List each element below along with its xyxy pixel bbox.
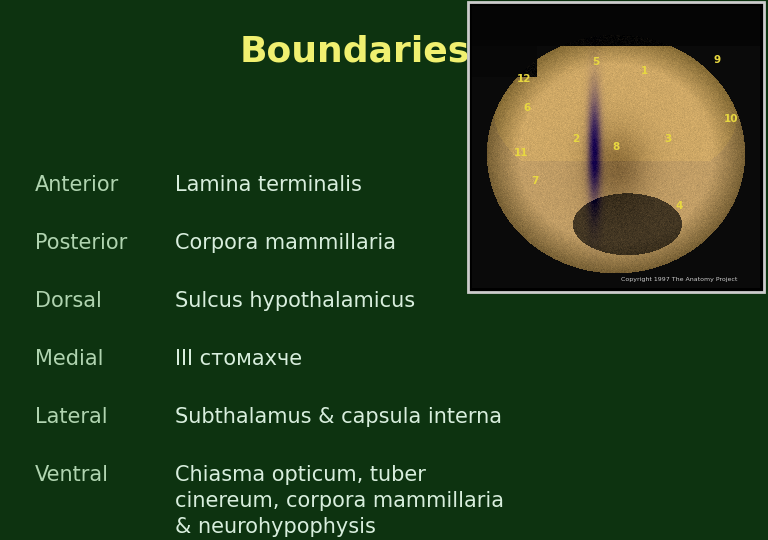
Text: III стомахче: III стомахче (175, 349, 302, 369)
Text: Medial: Medial (35, 349, 104, 369)
Text: Lateral: Lateral (35, 407, 108, 427)
Text: Sulcus hypothalamicus: Sulcus hypothalamicus (175, 291, 415, 311)
Text: 1: 1 (641, 66, 648, 76)
Text: 8: 8 (612, 142, 620, 152)
Text: 9: 9 (713, 55, 720, 65)
Text: 4: 4 (676, 201, 683, 211)
Text: 12: 12 (517, 75, 531, 84)
Text: 11: 11 (514, 147, 528, 158)
Text: Corpora mammillaria: Corpora mammillaria (175, 233, 396, 253)
Text: Chiasma opticum, tuber: Chiasma opticum, tuber (175, 465, 426, 485)
Text: Lamina terminalis: Lamina terminalis (175, 175, 362, 195)
Bar (468, 2, 764, 292)
Text: Subthalamus & capsula interna: Subthalamus & capsula interna (175, 407, 502, 427)
Text: Dorsal: Dorsal (35, 291, 102, 311)
Text: 5: 5 (592, 57, 600, 68)
Text: cinereum, corpora mammillaria: cinereum, corpora mammillaria (175, 491, 504, 511)
Text: Boundaries: Boundaries (240, 35, 470, 69)
Text: 10: 10 (724, 114, 739, 124)
Text: Posterior: Posterior (35, 233, 127, 253)
Text: 3: 3 (664, 133, 671, 144)
Text: Ventral: Ventral (35, 465, 109, 485)
Text: Copyright 1997 The Anatomy Project: Copyright 1997 The Anatomy Project (621, 277, 737, 282)
Text: 2: 2 (572, 133, 579, 144)
Bar (472, 6, 760, 288)
Text: 7: 7 (531, 176, 539, 186)
Text: Anterior: Anterior (35, 175, 119, 195)
Text: 6: 6 (523, 103, 531, 112)
Text: & neurohypophysis: & neurohypophysis (175, 517, 376, 537)
